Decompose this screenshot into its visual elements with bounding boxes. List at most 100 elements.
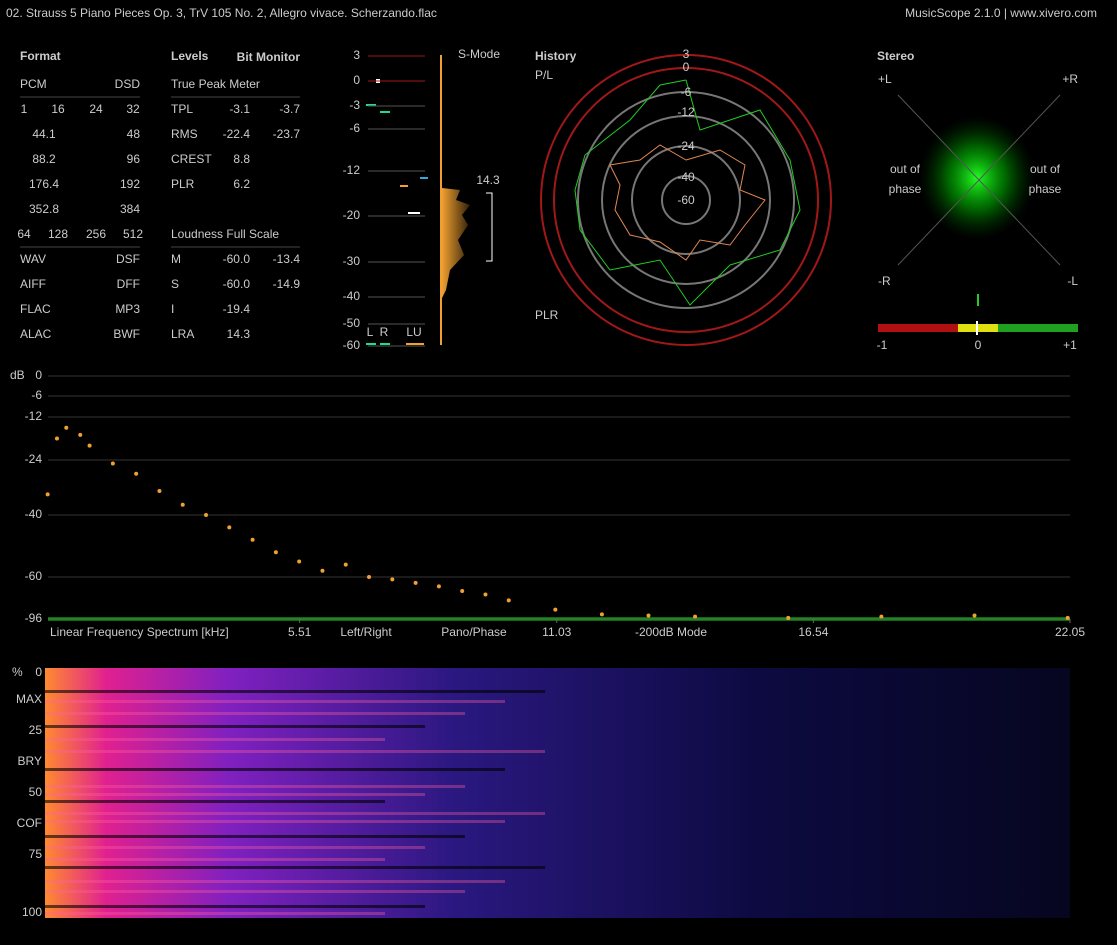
meter-scale-label: -30 — [343, 254, 361, 268]
format-option: MP3 — [115, 302, 140, 316]
spectrum-point — [367, 575, 372, 579]
level-label: PLR — [171, 177, 195, 191]
format-option: 64 — [17, 227, 31, 241]
ring — [540, 54, 832, 346]
format-option: 512 — [123, 227, 143, 241]
meter-mode: S-Mode — [458, 47, 500, 61]
history-top: P/L — [535, 68, 553, 82]
meter-scale-label: -50 — [343, 316, 361, 330]
loudness-histogram — [442, 188, 470, 298]
stereo-scope — [878, 94, 1078, 335]
format-option: FLAC — [20, 302, 51, 316]
spectrum-x-tick: 5.51 — [288, 625, 312, 639]
level-value: -22.4 — [223, 127, 251, 141]
spectrogram-band — [45, 866, 545, 869]
format-option: 128 — [48, 227, 68, 241]
spectrogram-band — [45, 912, 385, 915]
spectrum-point — [64, 425, 69, 430]
spectrum-point — [273, 550, 278, 555]
format-option: PCM — [20, 77, 47, 91]
spectrum-point — [343, 562, 348, 567]
format-option: 1 — [21, 102, 28, 116]
format-option: 44.1 — [32, 127, 56, 141]
format-option: 88.2 — [32, 152, 56, 166]
loudness-value: -60.0 — [223, 277, 251, 291]
loudness-label: LRA — [171, 327, 194, 341]
spectrum-unit: dB — [10, 368, 25, 382]
spectrum-y-tick: -40 — [25, 507, 43, 521]
history-bottom: PLR — [535, 308, 559, 322]
stereo-title: Stereo — [877, 49, 914, 63]
lra-bracket — [486, 192, 493, 262]
spectrum-title: Linear Frequency Spectrum [kHz] — [50, 625, 229, 639]
spectrogram-tick: 50 — [29, 785, 43, 799]
spectrogram-tick: 75 — [29, 847, 43, 861]
spectrum-point — [436, 584, 441, 589]
spectrum-mode: Left/Right — [340, 625, 392, 639]
lra-value: 14.3 — [476, 173, 500, 187]
spectrum-y-tick: -12 — [25, 409, 43, 423]
history-title: History — [535, 49, 577, 63]
out-of-phase: out of — [1030, 162, 1061, 176]
format-option: DSF — [116, 252, 140, 266]
correlation-neg — [878, 324, 958, 332]
loudness-value: 14.3 — [227, 327, 251, 341]
spectrum-point — [599, 612, 604, 617]
format-option: AIFF — [20, 277, 46, 291]
spectrum-point — [553, 607, 558, 612]
spectrogram-band — [45, 858, 385, 861]
ring-label: -6 — [681, 85, 692, 99]
spectrogram-band — [45, 880, 505, 883]
format-option: 176.4 — [29, 177, 59, 191]
ring — [601, 115, 771, 285]
meter-scale-label: -6 — [349, 121, 360, 135]
meter-scale-label: -12 — [343, 163, 361, 177]
loudness-value: -60.0 — [223, 252, 251, 266]
spectrogram-band — [45, 800, 385, 803]
level-value: 8.8 — [233, 152, 250, 166]
ring — [553, 67, 819, 333]
level-value: 6.2 — [233, 177, 250, 191]
bit-monitor-tab: Bit Monitor — [237, 50, 301, 64]
meter-scale-label: -60 — [343, 338, 361, 352]
spectrum-y-tick: 0 — [35, 368, 42, 382]
spectrogram-band — [45, 890, 465, 893]
ring — [577, 91, 795, 309]
spectrogram-band — [45, 712, 465, 715]
out-of-phase: phase — [889, 182, 922, 196]
loudness-label: S — [171, 277, 179, 291]
spectrogram — [45, 668, 1070, 918]
spectrum-x-tick: 11.03 — [542, 625, 571, 639]
spectrum-point — [390, 577, 395, 582]
spectrum-y-tick: -24 — [25, 452, 43, 466]
correlation-pos — [998, 324, 1078, 332]
spectrum-point — [786, 615, 791, 620]
spectrogram-band — [45, 905, 425, 908]
spectrogram-band — [45, 768, 505, 771]
spectrum-point — [693, 614, 698, 619]
spectrum-point — [1065, 615, 1070, 620]
section-heading: Loudness Full Scale — [171, 227, 279, 241]
spectrum-point — [879, 614, 884, 619]
spectrum-point — [157, 488, 162, 493]
loudness-value: -14.9 — [273, 277, 301, 291]
stereo-corner: -R — [878, 274, 891, 288]
format-option: WAV — [20, 252, 46, 266]
ring-label: 0 — [683, 60, 690, 74]
format-title: Format — [20, 49, 61, 63]
levels-title: Levels — [171, 49, 209, 63]
level-label: CREST — [171, 152, 212, 166]
meter-scale-label: -3 — [349, 98, 360, 112]
out-of-phase: out of — [890, 162, 921, 176]
diagonal — [897, 94, 1061, 266]
spectrum-point — [54, 436, 59, 441]
ring-label: -60 — [677, 193, 695, 207]
spectrogram-band — [45, 812, 545, 815]
spectrogram-tick: 0 — [35, 665, 42, 679]
spectrogram-band — [45, 785, 465, 788]
spectrum-point — [413, 580, 418, 585]
spectrum-point — [250, 537, 255, 542]
level-value: -3.7 — [279, 102, 300, 116]
ring — [631, 145, 741, 255]
